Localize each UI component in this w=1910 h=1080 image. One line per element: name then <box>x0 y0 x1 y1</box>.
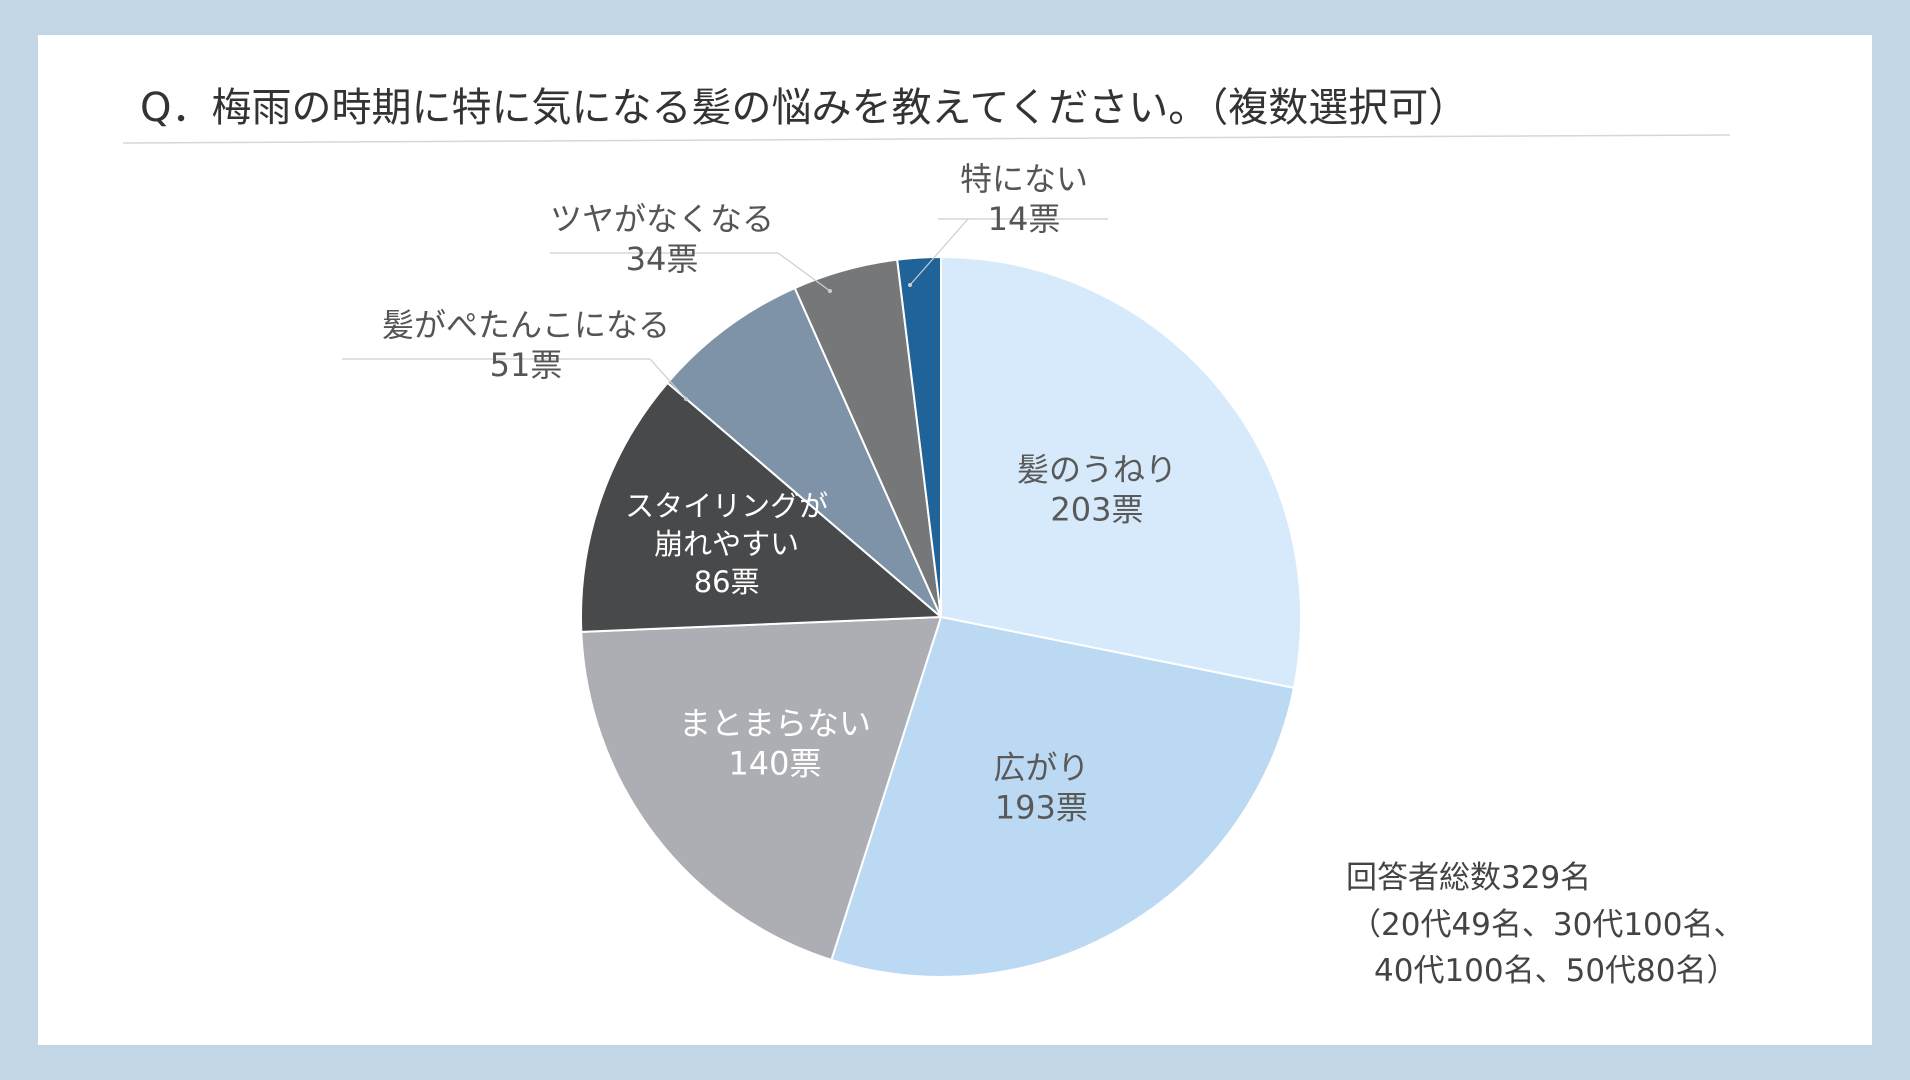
pie-chart: Q．梅雨の時期に特に気になる髪の悩みを教えてください。（複数選択可） 髪のうねり… <box>122 85 1745 989</box>
chart-card: Q．梅雨の時期に特に気になる髪の悩みを教えてください。（複数選択可） 髪のうねり… <box>38 35 1872 1045</box>
note-line-2: （20代49名、30代100名、 <box>1350 907 1745 943</box>
leader-dot-7 <box>908 283 912 287</box>
slice-label-6: ツヤがなくなる 34票 <box>550 200 774 278</box>
pie-slices <box>579 255 1302 978</box>
slice-name: 髪がぺたんこになる <box>382 306 670 344</box>
pie-slice-5 <box>666 286 942 618</box>
pie-slice-4 <box>579 381 944 633</box>
slice-label-7: 特にない 14票 <box>960 160 1088 238</box>
slice-value: 34票 <box>626 240 699 278</box>
pie-slice-1 <box>940 255 1302 690</box>
leader-lines <box>342 218 1108 401</box>
leader-line-6 <box>777 252 831 292</box>
slice-name: まとまらない <box>679 705 871 743</box>
leader-line-5 <box>649 358 687 400</box>
pie-slice-7 <box>896 255 942 618</box>
slice-name: スタイリングが <box>625 489 828 523</box>
leader-line-7 <box>909 218 969 286</box>
slice-label-5: 髪がぺたんこになる 51票 <box>382 306 670 384</box>
slice-name: 崩れやすい <box>654 527 799 561</box>
leader-dot-6 <box>828 289 832 293</box>
slice-label-2: 広がり 193票 <box>993 749 1089 827</box>
note-line-1: 回答者総数329名 <box>1346 860 1591 896</box>
slice-label-4: スタイリングが崩れやすい 86票 <box>625 489 828 599</box>
title-underline <box>122 134 1731 144</box>
slice-name: 広がり <box>993 749 1089 787</box>
slice-value: 14票 <box>988 200 1061 238</box>
pie-slice-2 <box>830 615 1296 978</box>
slice-value: 86票 <box>694 565 760 599</box>
pie-slice-3 <box>580 615 943 962</box>
slice-name: 特にない <box>960 160 1088 198</box>
chart-title: Q．梅雨の時期に特に気になる髪の悩みを教えてください。（複数選択可） <box>140 85 1468 131</box>
slice-value: 140票 <box>728 745 821 783</box>
slice-label-1: 髪のうねり 203票 <box>1017 450 1177 528</box>
slice-name: ツヤがなくなる <box>550 200 774 238</box>
slice-value: 51票 <box>490 346 563 384</box>
note-line-3: 40代100名、50代80名） <box>1374 953 1738 989</box>
leader-dot-5 <box>684 397 688 401</box>
respondent-note: 回答者総数329名 （20代49名、30代100名、 40代100名、50代80… <box>1346 860 1745 989</box>
slice-name: 髪のうねり <box>1017 450 1177 488</box>
slice-value: 193票 <box>995 789 1088 827</box>
slice-label-3: まとまらない 140票 <box>679 705 871 783</box>
slice-value: 203票 <box>1050 490 1143 528</box>
